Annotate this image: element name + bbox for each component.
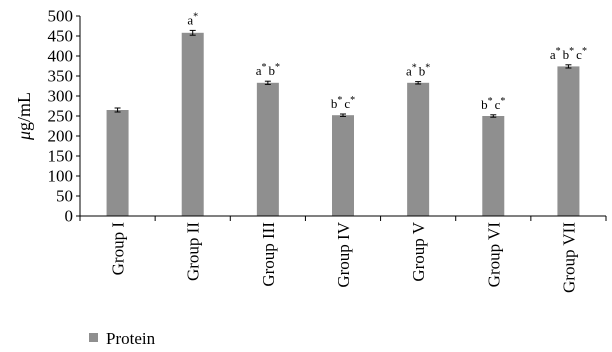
significance-label: a*​	[187, 11, 198, 27]
legend-swatch	[89, 333, 98, 342]
bar	[181, 32, 204, 216]
y-tick-label: 150	[48, 147, 74, 166]
x-tick-label: Group I	[109, 222, 128, 276]
significance-label: b*​c*​	[331, 95, 355, 111]
bar	[106, 110, 129, 216]
bar	[557, 66, 580, 217]
x-tick-label: Group VI	[484, 222, 503, 288]
y-tick-label: 300	[48, 87, 74, 106]
legend: Protein	[89, 329, 156, 348]
bar	[332, 115, 354, 216]
x-axis: Group I Group II Group III Group IV Group V G…	[79, 215, 607, 293]
y-tick-label: 400	[48, 47, 74, 66]
x-tick-label: Group V	[409, 221, 428, 281]
significance-label: a*​b*​	[256, 62, 280, 78]
significance-label: a*​b*​c*​	[550, 46, 587, 62]
y-tick-label: 350	[48, 67, 74, 86]
bars	[106, 29, 580, 217]
y-tick-label: 50	[56, 187, 73, 206]
x-tick-label: Group VII	[559, 222, 578, 293]
y-tick-label: 450	[48, 27, 74, 46]
bar	[407, 82, 430, 216]
y-tick-label: 200	[48, 127, 74, 146]
x-tick-label: Group II	[184, 222, 203, 281]
bar	[256, 82, 279, 216]
y-tick-label: 250	[48, 107, 74, 126]
x-tick-label: Group IV	[334, 221, 353, 287]
bar	[482, 116, 505, 216]
x-tick-label: Group III	[259, 222, 278, 287]
y-tick-label: 500	[48, 7, 74, 26]
y-axis-label: μg/mL	[14, 92, 34, 141]
y-tick-label: 100	[48, 167, 74, 186]
significance-annotations: a*​ a*​b*​ b*​c*​ a*​b*​ b*​c*​ a*​b*​c*​	[187, 11, 587, 111]
legend-label: Protein	[106, 329, 156, 348]
significance-label: b*​c*​	[481, 96, 505, 112]
significance-label: a*​b*​	[406, 63, 430, 79]
y-tick-label: 0	[65, 207, 74, 226]
